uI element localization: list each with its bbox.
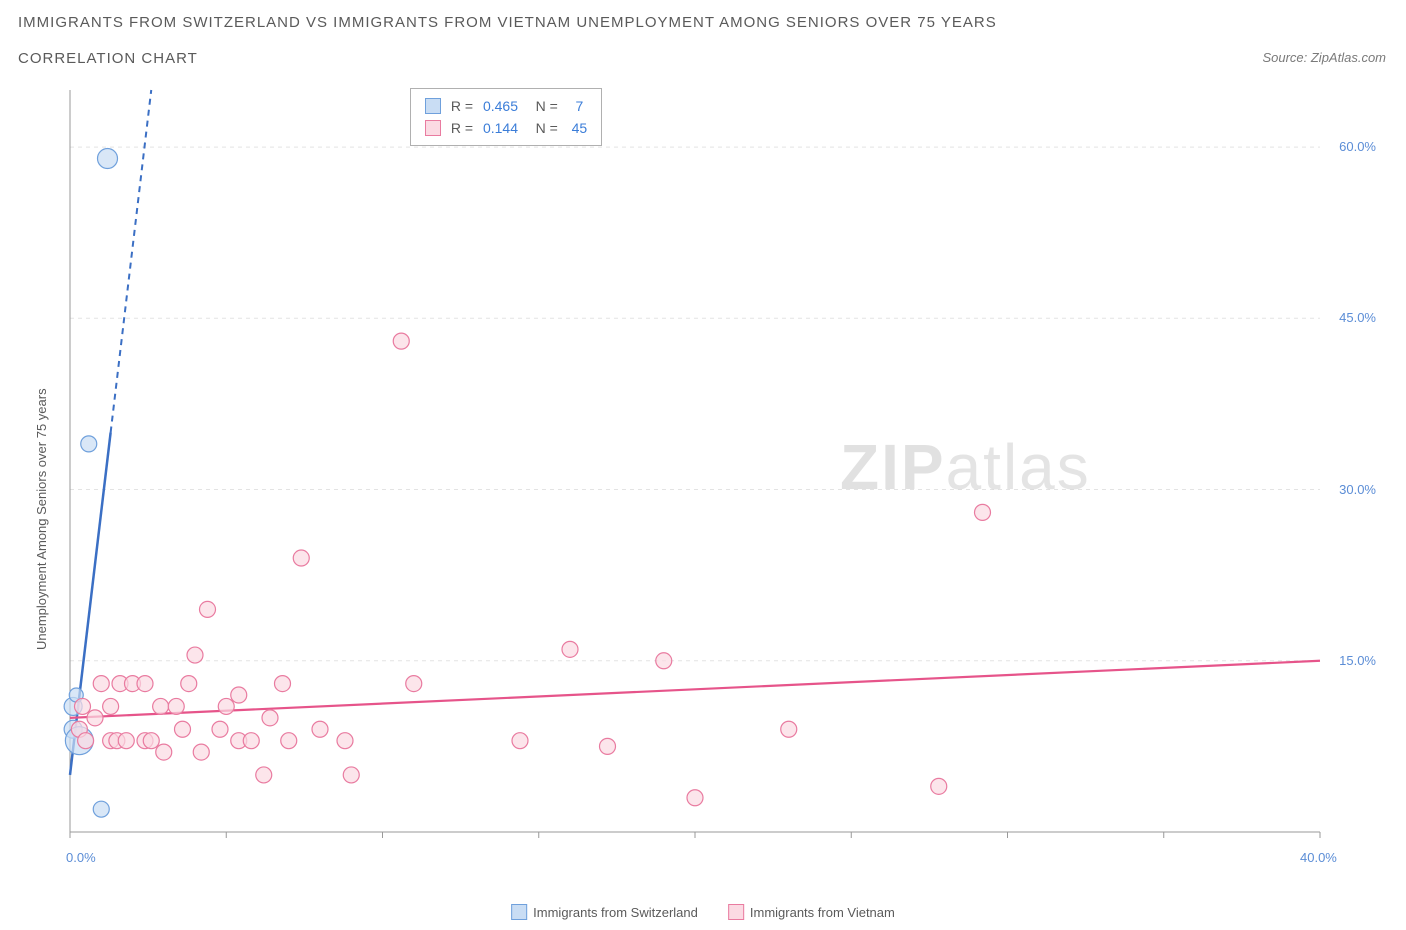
r-value: 0.144 (483, 117, 518, 139)
x-tick-label: 40.0% (1300, 850, 1337, 865)
n-value: 7 (568, 95, 584, 117)
stats-swatch (425, 120, 441, 136)
n-value: 45 (568, 117, 587, 139)
source-attribution: Source: ZipAtlas.com (1262, 50, 1386, 65)
legend-item: Immigrants from Vietnam (728, 904, 895, 920)
stats-row: R = 0.465 N = 7 (425, 95, 587, 117)
y-tick-label: 15.0% (1339, 653, 1376, 668)
scatter-chart (60, 82, 1380, 872)
legend-item: Immigrants from Switzerland (511, 904, 698, 920)
series-legend: Immigrants from Switzerland Immigrants fr… (511, 904, 895, 920)
legend-label: Immigrants from Switzerland (533, 905, 698, 920)
chart-title-line2: CORRELATION CHART (18, 50, 198, 67)
correlation-stats-box: R = 0.465 N = 7 R = 0.144 N = 45 (410, 88, 602, 146)
stats-row: R = 0.144 N = 45 (425, 117, 587, 139)
stats-swatch (425, 98, 441, 114)
y-tick-label: 30.0% (1339, 482, 1376, 497)
legend-swatch (728, 904, 744, 920)
y-tick-label: 60.0% (1339, 139, 1376, 154)
y-axis-label: Unemployment Among Seniors over 75 years (34, 388, 49, 650)
y-tick-label: 45.0% (1339, 310, 1376, 325)
r-value: 0.465 (483, 95, 518, 117)
legend-label: Immigrants from Vietnam (750, 905, 895, 920)
x-tick-label: 0.0% (66, 850, 96, 865)
legend-swatch (511, 904, 527, 920)
watermark: ZIPatlas (840, 430, 1091, 504)
chart-title-line1: IMMIGRANTS FROM SWITZERLAND VS IMMIGRANT… (18, 14, 997, 31)
watermark-bold: ZIP (840, 431, 946, 503)
watermark-light: atlas (946, 431, 1091, 503)
